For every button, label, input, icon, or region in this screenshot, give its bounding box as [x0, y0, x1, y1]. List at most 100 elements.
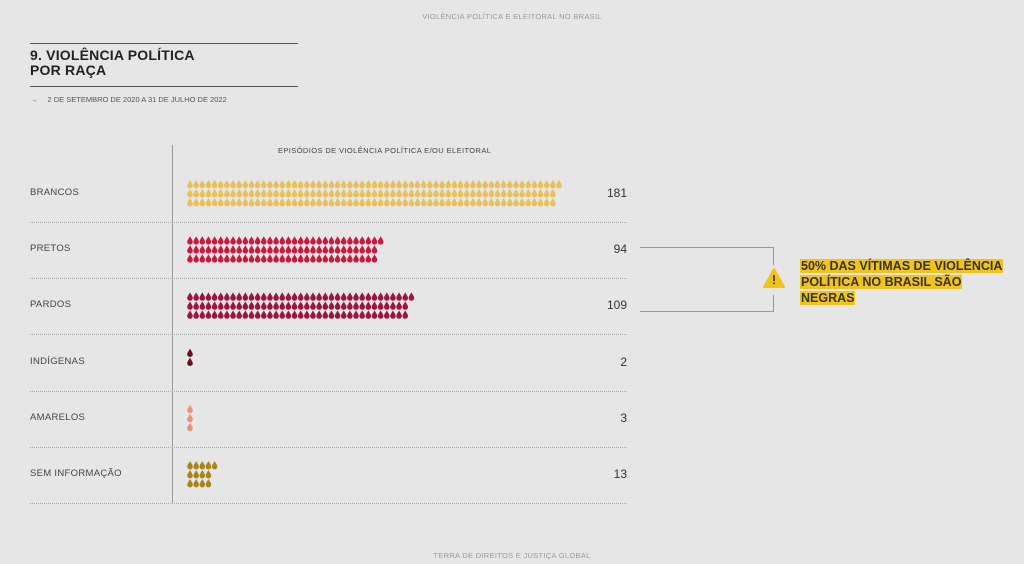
drop-mark	[513, 189, 519, 198]
drop-mark	[273, 236, 279, 245]
drop-mark	[211, 245, 218, 254]
drop-mark	[390, 292, 396, 301]
drop-mark	[193, 310, 199, 319]
drop-mark	[285, 189, 292, 198]
drop-mark	[488, 189, 495, 198]
callout-highlight: 50% DAS VÍTIMAS DE VIOLÊNCIA POLÍTICA NO…	[800, 259, 1004, 305]
drop-mark	[242, 236, 249, 245]
drop-mark	[494, 180, 501, 189]
drop-mark	[377, 310, 384, 319]
drop-mark	[507, 180, 513, 189]
drop-mark	[217, 254, 224, 263]
page-title: 9. VIOLÊNCIA POLÍTICA POR RAÇA	[30, 48, 195, 78]
drop-mark	[353, 254, 359, 263]
drop-mark	[205, 254, 212, 263]
drop-mark	[439, 198, 445, 207]
value-label: 2	[620, 354, 627, 369]
drop-mark	[371, 236, 378, 245]
drop-mark	[285, 245, 292, 254]
drop-mark	[384, 198, 390, 207]
drop-mark	[267, 236, 273, 245]
drop-mark	[463, 198, 470, 207]
drop-mark	[322, 310, 329, 319]
drop-mark	[310, 189, 316, 198]
drop-mark	[427, 180, 433, 189]
drop-mark	[316, 198, 322, 207]
drop-mark	[316, 310, 322, 319]
drop-mark	[279, 310, 286, 319]
value-label: 13	[613, 467, 627, 481]
callout-text: 50% DAS VÍTIMAS DE VIOLÊNCIA POLÍTICA NO…	[800, 258, 1015, 306]
drop-mark	[236, 189, 242, 198]
drop-mark	[377, 301, 384, 310]
drop-mark	[365, 245, 372, 254]
drop-mark	[224, 310, 230, 319]
row-separator	[30, 390, 627, 392]
running-title: VIOLÊNCIA POLÍTICA E ELEITORAL NO BRASIL	[422, 12, 602, 21]
drop-mark	[347, 245, 353, 254]
drop-mark	[304, 292, 310, 301]
drop-mark	[242, 254, 249, 263]
drop-mark	[187, 404, 193, 414]
drop-mark	[347, 310, 353, 319]
drop-mark	[353, 292, 359, 301]
drop-mark	[205, 310, 212, 319]
callout-bracket	[640, 247, 774, 312]
drop-mark	[187, 422, 193, 432]
drop-mark	[291, 189, 298, 198]
drop-mark	[248, 254, 255, 263]
drop-mark	[310, 254, 316, 263]
drop-mark	[187, 461, 193, 470]
drop-mark	[254, 198, 261, 207]
drop-mark	[285, 236, 292, 245]
drop-mark	[359, 292, 365, 301]
drop-mark	[347, 254, 353, 263]
drop-mark	[261, 245, 267, 254]
drop-mark	[254, 254, 261, 263]
drop-mark	[217, 245, 224, 254]
drop-mark	[457, 180, 464, 189]
drop-mark	[396, 189, 402, 198]
drop-mark	[211, 310, 218, 319]
title-rule-top	[30, 43, 298, 44]
drop-mark	[316, 254, 322, 263]
drop-mark	[550, 198, 556, 207]
drop-mark	[217, 310, 224, 319]
drop-mark	[408, 180, 415, 189]
drop-mark	[211, 236, 218, 245]
drop-mark	[199, 189, 206, 198]
drop-mark	[205, 461, 212, 470]
drop-mark	[199, 254, 206, 263]
drop-mark	[396, 292, 402, 301]
drop-mark	[340, 236, 347, 245]
drop-mark	[211, 301, 218, 310]
drop-mark	[199, 180, 206, 189]
drop-mark	[396, 198, 402, 207]
drop-mark	[371, 180, 378, 189]
drop-mark	[187, 301, 193, 310]
drop-mark	[285, 254, 292, 263]
drop-mark	[322, 180, 329, 189]
drop-mark	[365, 236, 372, 245]
drop-mark	[261, 292, 267, 301]
drop-mark	[463, 180, 470, 189]
drop-mark	[304, 198, 310, 207]
drop-mark	[236, 301, 242, 310]
drop-mark	[396, 310, 402, 319]
drop-mark	[402, 292, 409, 301]
drop-mark	[371, 292, 378, 301]
drop-mark	[420, 180, 427, 189]
drop-mark	[463, 189, 470, 198]
drop-mark	[248, 245, 255, 254]
drop-mark	[476, 198, 482, 207]
drop-mark	[353, 189, 359, 198]
drop-mark	[310, 245, 316, 254]
drop-mark	[279, 198, 286, 207]
drop-mark	[205, 245, 212, 254]
drop-mark	[273, 292, 279, 301]
drop-mark	[248, 292, 255, 301]
drop-mark	[297, 245, 304, 254]
drop-mark	[365, 254, 372, 263]
drop-mark	[242, 301, 249, 310]
drop-mark	[384, 301, 390, 310]
